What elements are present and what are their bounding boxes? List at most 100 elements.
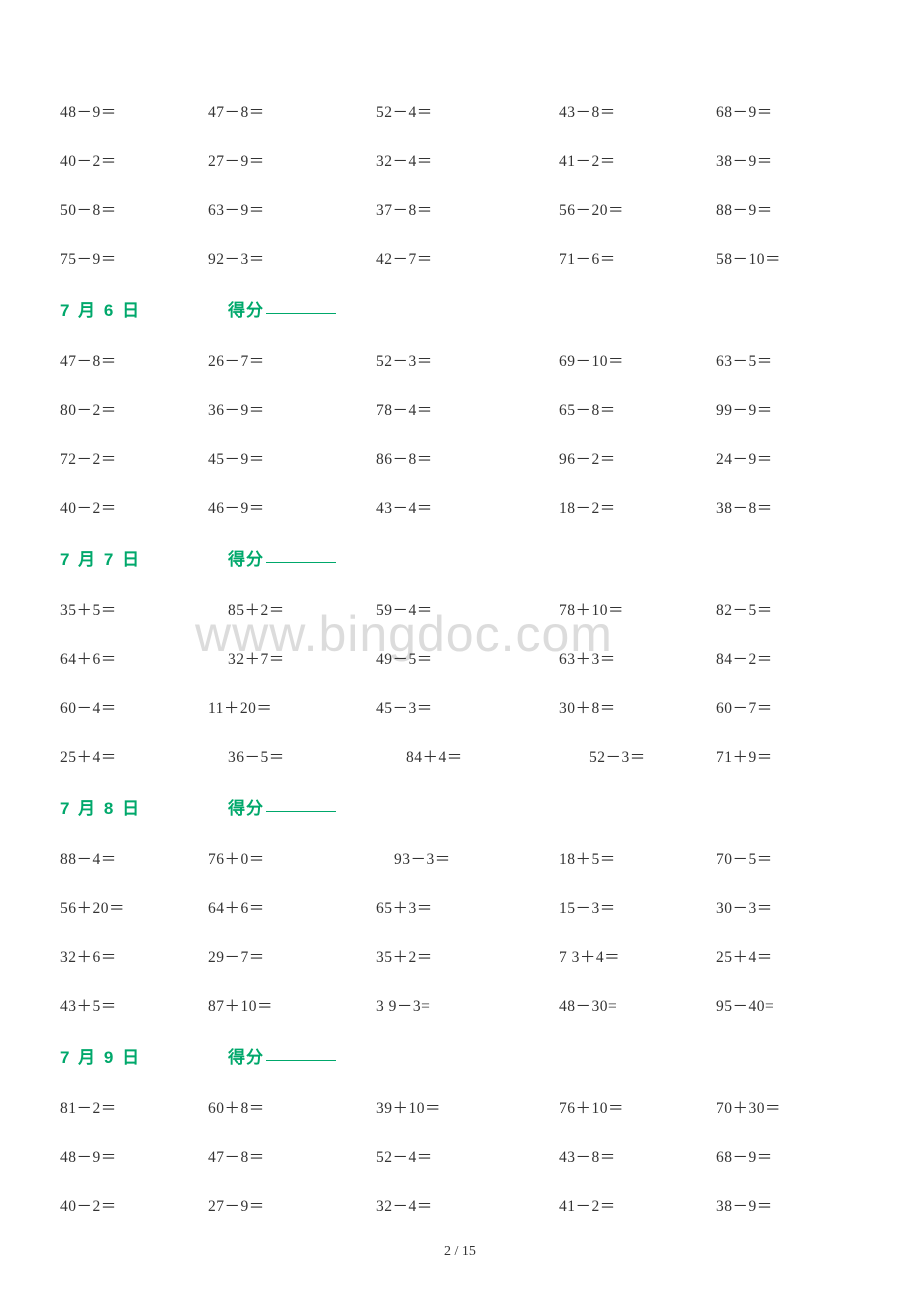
problem-cell: 60＋8＝: [208, 1096, 376, 1118]
problem-cell: 60－7＝: [716, 696, 856, 718]
problem-row: 25＋4＝36－5＝84＋4＝52－3＝71＋9＝: [60, 745, 860, 767]
problem-cell: 78＋10＝: [559, 598, 716, 620]
problem-cell: 37－8＝: [376, 198, 559, 220]
score-underline: [266, 313, 336, 314]
problem-cell: 43－8＝: [559, 100, 716, 122]
problem-row: 64＋6＝32＋7＝49－5＝63＋3＝84－2＝: [60, 647, 860, 669]
score-underline: [266, 811, 336, 812]
problem-cell: 81－2＝: [60, 1096, 208, 1118]
date-label: 7 月 8 日: [60, 794, 228, 819]
sections: 7 月 6 日得分47－8＝26－7＝52－3＝69－10＝63－5＝80－2＝…: [60, 296, 860, 1216]
problem-cell: 43－8＝: [559, 1145, 716, 1167]
problem-row: 40－2＝27－9＝32－4＝41－2＝38－9＝: [60, 1194, 860, 1216]
score-label: 得分: [228, 545, 336, 570]
problem-row: 40－2＝27－9＝32－4＝41－2＝38－9＝: [60, 149, 860, 171]
problem-cell: 84＋4＝: [376, 745, 559, 767]
problem-cell: 72－2＝: [60, 447, 208, 469]
problem-cell: 36－9＝: [208, 398, 376, 420]
problem-cell: 76＋0＝: [208, 847, 376, 869]
problem-cell: 52－4＝: [376, 1145, 559, 1167]
problem-row: 81－2＝60＋8＝39＋10＝76＋10＝70＋30＝: [60, 1096, 860, 1118]
problem-cell: 39＋10＝: [376, 1096, 559, 1118]
problem-cell: 47－8＝: [208, 100, 376, 122]
problem-cell: 63＋3＝: [559, 647, 716, 669]
problem-cell: 68－9＝: [716, 100, 856, 122]
problem-cell: 58－10＝: [716, 247, 856, 269]
score-underline: [266, 562, 336, 563]
problem-cell: 30－3＝: [716, 896, 856, 918]
problem-cell: 56＋20＝: [60, 896, 208, 918]
section-header: 7 月 7 日得分: [60, 545, 860, 570]
problem-cell: 42－7＝: [376, 247, 559, 269]
problem-cell: 27－9＝: [208, 1194, 376, 1216]
date-label: 7 月 6 日: [60, 296, 228, 321]
section-header: 7 月 6 日得分: [60, 296, 860, 321]
problem-cell: 41－2＝: [559, 1194, 716, 1216]
problem-cell: 88－4＝: [60, 847, 208, 869]
problem-cell: 38－9＝: [716, 1194, 856, 1216]
problem-cell: 85＋2＝: [208, 598, 376, 620]
problem-cell: 82－5＝: [716, 598, 856, 620]
problem-cell: 40－2＝: [60, 1194, 208, 1216]
page-number: 2 / 15: [0, 1244, 920, 1260]
problem-cell: 78－4＝: [376, 398, 559, 420]
problem-cell: 32－4＝: [376, 149, 559, 171]
problem-cell: 63－5＝: [716, 349, 856, 371]
score-label: 得分: [228, 296, 336, 321]
problem-cell: 86－8＝: [376, 447, 559, 469]
problem-row: 35＋5＝85＋2＝59－4＝78＋10＝82－5＝: [60, 598, 860, 620]
problem-cell: 7 3＋4＝: [559, 945, 716, 967]
problem-row: 56＋20＝64＋6＝65＋3＝15－3＝30－3＝: [60, 896, 860, 918]
problem-row: 48－9＝47－8＝52－4＝43－8＝68－9＝: [60, 1145, 860, 1167]
problem-cell: 18－2＝: [559, 496, 716, 518]
problem-cell: 15－3＝: [559, 896, 716, 918]
problem-cell: 25＋4＝: [60, 745, 208, 767]
problem-cell: 48－9＝: [60, 1145, 208, 1167]
problem-cell: 70＋30＝: [716, 1096, 856, 1118]
problem-cell: 32－4＝: [376, 1194, 559, 1216]
date-label: 7 月 9 日: [60, 1043, 228, 1068]
problem-row: 40－2＝46－9＝43－4＝18－2＝38－8＝: [60, 496, 860, 518]
date-label: 7 月 7 日: [60, 545, 228, 570]
problem-cell: 45－3＝: [376, 696, 559, 718]
problem-cell: 52－4＝: [376, 100, 559, 122]
problem-cell: 40－2＝: [60, 496, 208, 518]
problem-cell: 43－4＝: [376, 496, 559, 518]
problem-row: 88－4＝76＋0＝93－3＝18＋5＝70－5＝: [60, 847, 860, 869]
problem-cell: 35＋5＝: [60, 598, 208, 620]
problem-row: 48－9＝47－8＝52－4＝43－8＝68－9＝: [60, 100, 860, 122]
problem-cell: 63－9＝: [208, 198, 376, 220]
problem-cell: 64＋6＝: [60, 647, 208, 669]
problem-cell: 47－8＝: [208, 1145, 376, 1167]
problem-cell: 25＋4＝: [716, 945, 856, 967]
problem-cell: 32＋6＝: [60, 945, 208, 967]
section-header: 7 月 9 日得分: [60, 1043, 860, 1068]
problem-cell: 52－3＝: [376, 349, 559, 371]
problem-cell: 65＋3＝: [376, 896, 559, 918]
problem-cell: 88－9＝: [716, 198, 856, 220]
problem-cell: 48－30=: [559, 994, 716, 1016]
problem-row: 60－4＝11＋20＝45－3＝30＋8＝60－7＝: [60, 696, 860, 718]
problem-cell: 3 9－3=: [376, 994, 559, 1016]
problem-cell: 75－9＝: [60, 247, 208, 269]
problem-cell: 87＋10＝: [208, 994, 376, 1016]
problem-cell: 26－7＝: [208, 349, 376, 371]
problem-cell: 64＋6＝: [208, 896, 376, 918]
problem-cell: 35＋2＝: [376, 945, 559, 967]
problem-cell: 47－8＝: [60, 349, 208, 371]
problem-cell: 43＋5＝: [60, 994, 208, 1016]
problem-cell: 24－9＝: [716, 447, 856, 469]
problem-cell: 76＋10＝: [559, 1096, 716, 1118]
problem-cell: 38－9＝: [716, 149, 856, 171]
problem-cell: 45－9＝: [208, 447, 376, 469]
problem-row: 80－2＝36－9＝78－4＝65－8＝99－9＝: [60, 398, 860, 420]
problem-cell: 41－2＝: [559, 149, 716, 171]
problem-cell: 56－20＝: [559, 198, 716, 220]
score-label: 得分: [228, 1043, 336, 1068]
problem-cell: 18＋5＝: [559, 847, 716, 869]
problem-cell: 65－8＝: [559, 398, 716, 420]
problem-row: 72－2＝45－9＝86－8＝96－2＝24－9＝: [60, 447, 860, 469]
problem-cell: 84－2＝: [716, 647, 856, 669]
problem-cell: 99－9＝: [716, 398, 856, 420]
section-header: 7 月 8 日得分: [60, 794, 860, 819]
